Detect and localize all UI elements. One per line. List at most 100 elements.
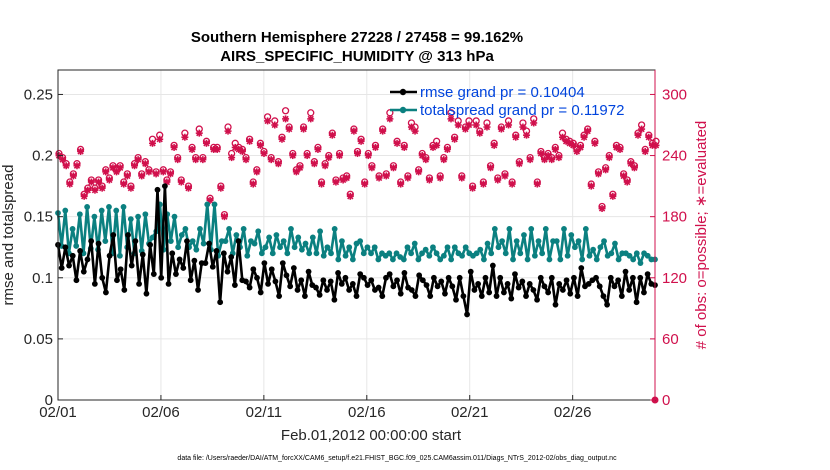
totalspread-point <box>135 213 141 220</box>
rmse-point <box>206 240 212 247</box>
totalspread-point <box>597 244 604 251</box>
obs-evaluated-point <box>69 172 77 180</box>
totalspread-point <box>459 252 465 259</box>
obs-evaluated-point <box>472 121 480 129</box>
rmse-point <box>515 284 522 291</box>
obs-evaluated-point <box>623 178 631 186</box>
totalspread-point <box>579 256 586 263</box>
obs-evaluated-point <box>523 131 531 139</box>
obs-evaluated-point <box>59 156 67 164</box>
obs-evaluated-point <box>350 127 358 135</box>
rmse-point <box>69 252 76 259</box>
obs-evaluated-point <box>66 180 74 188</box>
obs-evaluated-point <box>404 174 412 182</box>
rmse-series <box>55 183 658 318</box>
totalspread-point <box>517 250 524 257</box>
rmse-point <box>493 293 500 300</box>
obs-evaluated-point <box>476 129 484 137</box>
obs-evaluated-point <box>260 150 268 158</box>
rmse-point <box>434 283 441 290</box>
rmse-point <box>184 238 190 245</box>
totalspread-point <box>233 232 240 238</box>
totalspread-point <box>360 250 367 257</box>
obs-evaluated-point <box>134 156 142 164</box>
rmse-point <box>136 280 142 287</box>
rmse-point <box>324 287 330 293</box>
obs-evaluated-point <box>580 133 588 141</box>
rmse-point <box>58 265 65 271</box>
obs-evaluated-point <box>555 154 563 162</box>
totalspread-point <box>404 244 411 251</box>
obs-evaluated-point <box>188 145 196 153</box>
obs-evaluated-point <box>296 164 304 172</box>
totalspread-point <box>295 234 302 241</box>
totalspread-point <box>368 250 374 257</box>
rmse-point <box>442 290 448 297</box>
totalspread-point <box>357 238 364 245</box>
rmse-point <box>593 274 599 281</box>
totalspread-point <box>561 225 567 232</box>
rmse-point <box>353 293 360 300</box>
obs-evaluated-point <box>461 125 469 133</box>
obs-evaluated-point <box>116 164 124 172</box>
rmse-point <box>556 280 563 287</box>
rmse-point <box>512 271 518 278</box>
totalspread-point <box>291 244 298 251</box>
obs-evaluated-point <box>361 180 369 188</box>
obs-evaluated-point <box>202 139 210 147</box>
rmse-point <box>489 262 496 269</box>
obs-evaluated-point <box>379 127 387 135</box>
rmse-point <box>88 238 95 245</box>
rmse-point <box>283 272 290 279</box>
totalspread-point <box>375 256 382 263</box>
obs-evaluated-point <box>490 141 498 149</box>
legend-rmse-marker <box>399 88 407 96</box>
totalspread-series <box>55 201 658 267</box>
rmse-point <box>397 290 404 297</box>
rmse-point <box>519 278 526 285</box>
obs-evaluated-point <box>346 192 354 200</box>
rmse-point <box>342 274 349 281</box>
rmse-point <box>618 293 625 300</box>
totalspread-point <box>222 238 229 245</box>
totalspread-point <box>346 244 353 251</box>
y-right-tick-label: 240 <box>662 148 687 165</box>
totalspread-point <box>84 203 91 210</box>
rmse-point <box>482 274 489 281</box>
rmse-point <box>147 241 154 248</box>
totalspread-point <box>575 238 582 245</box>
y-right-tick-label: 180 <box>662 209 687 226</box>
obs-evaluated-point <box>282 115 290 123</box>
totalspread-point <box>411 240 418 247</box>
rmse-point <box>349 280 356 287</box>
rmse-point <box>77 247 84 254</box>
legend-spread-label: totalspread grand pr = 0.11972 <box>420 102 624 119</box>
totalspread-point <box>244 252 251 259</box>
y-right-tick-label: 300 <box>662 86 687 103</box>
obs-evaluated-point <box>264 117 272 125</box>
obs-evaluated-point <box>102 168 110 176</box>
rmse-point <box>530 287 537 293</box>
rmse-point <box>224 268 231 275</box>
rmse-point <box>412 293 419 300</box>
obs-evaluated-point <box>584 127 592 135</box>
rmse-point <box>250 266 257 273</box>
totalspread-point <box>120 203 127 210</box>
obs-evaluated-point <box>177 178 185 186</box>
obs-evaluated-point <box>141 160 149 168</box>
obs-evaluated-point <box>336 152 344 160</box>
rmse-point <box>626 287 633 293</box>
totalspread-point <box>371 244 378 251</box>
rmse-point <box>187 277 194 284</box>
totalspread-point <box>255 228 262 235</box>
obs-evaluated-point <box>149 139 157 147</box>
totalspread-point <box>553 238 560 245</box>
legend: rmse grand pr = 0.10404 totalspread gran… <box>390 84 624 119</box>
totalspread-point <box>62 207 69 214</box>
obs-evaluated-point <box>508 180 516 188</box>
rmse-point <box>408 287 415 293</box>
totalspread-point <box>386 250 393 257</box>
obs-evaluated-point <box>357 137 365 145</box>
rmse-point <box>169 250 176 257</box>
rmse-point <box>523 293 529 300</box>
